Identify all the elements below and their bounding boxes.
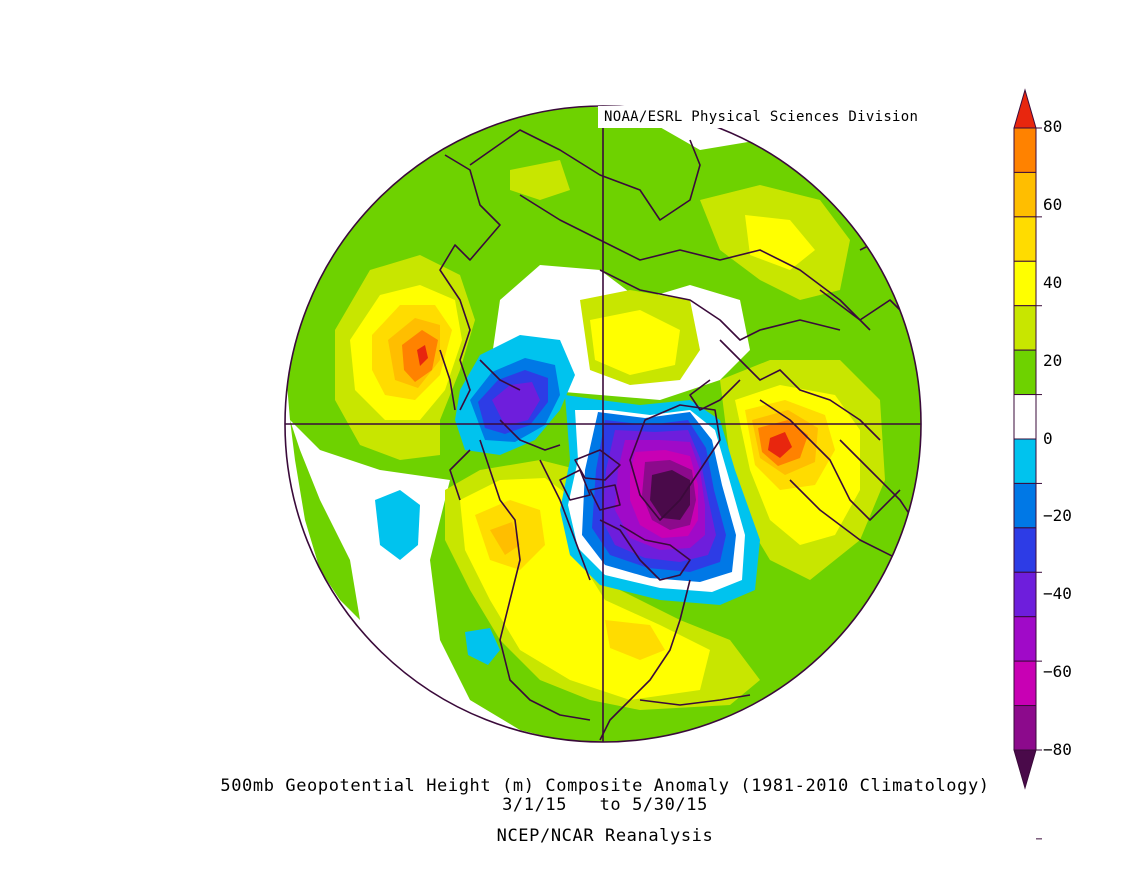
colorbar-bin xyxy=(1013,571,1037,618)
colorbar-label: 0 xyxy=(1043,429,1053,448)
colorbar-bin xyxy=(1013,305,1037,351)
colorbar-bin xyxy=(1013,127,1037,173)
colorbar-bin xyxy=(1013,438,1037,484)
dataset-label: NCEP/NCAR Reanalysis xyxy=(496,826,714,846)
date-range: 3/1/15 to 5/30/15 xyxy=(502,795,708,815)
colorbar xyxy=(1013,88,1042,840)
anomaly-field xyxy=(285,106,921,742)
colorbar-bin xyxy=(1013,216,1037,262)
colorbar-bin xyxy=(1013,394,1037,440)
anomaly-minimum-core xyxy=(650,470,690,520)
colorbar-arrow-top xyxy=(1013,88,1037,129)
colorbar-label: −20 xyxy=(1043,506,1072,525)
colorbar-arrow-bottom xyxy=(1013,749,1037,790)
colorbar-label: 20 xyxy=(1043,351,1063,370)
colorbar-label: −60 xyxy=(1043,662,1072,681)
colorbar-label: 60 xyxy=(1043,195,1063,214)
colorbar-bin xyxy=(1013,349,1037,396)
map-title: 500mb Geopotential Height (m) Composite … xyxy=(220,776,990,796)
anomaly-contour-green-pacific xyxy=(290,420,360,620)
colorbar-bin xyxy=(1013,527,1037,573)
colorbar-bin xyxy=(1013,660,1037,707)
coastlines xyxy=(439,129,921,741)
credit-label: NOAA/ESRL Physical Sciences Division xyxy=(598,106,930,128)
colorbar-bin xyxy=(1013,616,1037,662)
colorbar-bin xyxy=(1013,482,1037,529)
colorbar-label: −80 xyxy=(1043,740,1072,759)
colorbar-label: 80 xyxy=(1043,117,1063,136)
colorbar-bin xyxy=(1013,171,1037,218)
colorbar-label: 40 xyxy=(1043,273,1063,292)
colorbar-bin xyxy=(1013,260,1037,307)
colorbar-label: −40 xyxy=(1043,584,1072,603)
colorbar-bin xyxy=(1013,705,1037,751)
